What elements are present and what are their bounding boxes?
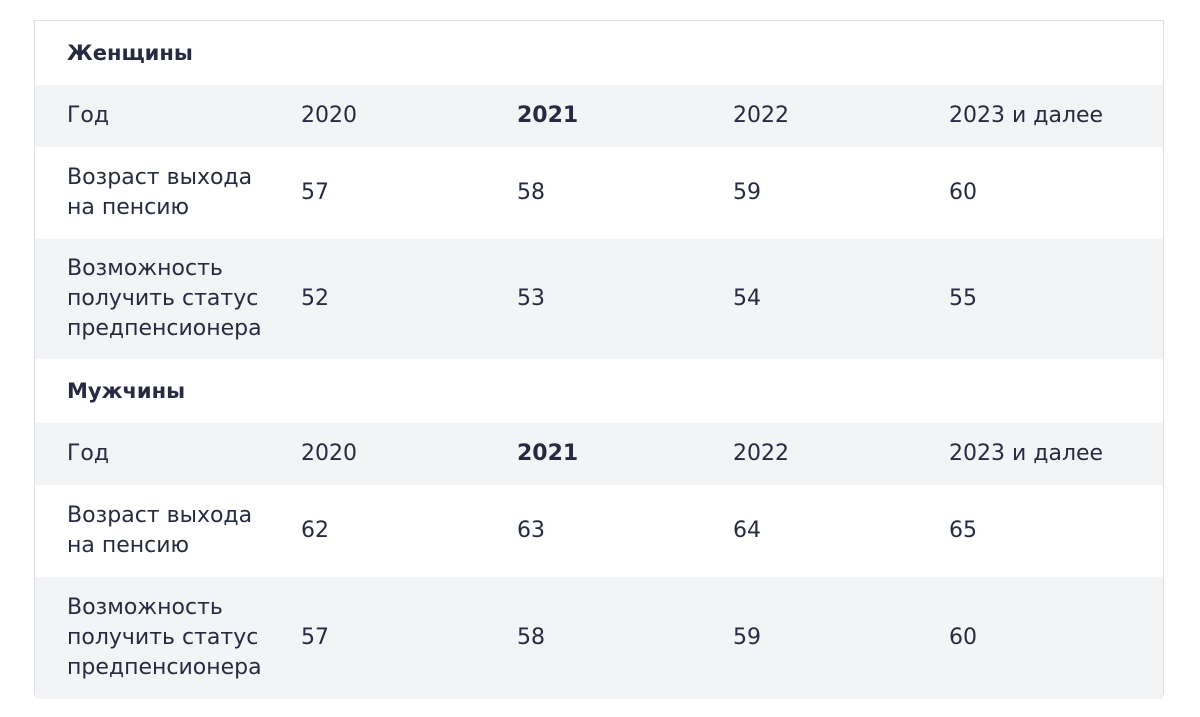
row-label-year: Год [67,441,110,466]
value-cell: 58 [517,625,545,650]
year-cell: 2023 и далее [949,441,1104,466]
value-cell: 65 [949,518,977,543]
value-cell: 55 [949,286,977,311]
value-cell: 60 [949,180,977,205]
table-row-pre-pension-men: Возможность получить статус предпенсионе… [35,577,1163,699]
row-label-line: Возможность [67,256,223,281]
table-row-retirement-age-women: Возраст выхода на пенсию 57 58 59 60 [35,147,1163,239]
value-cell: 59 [733,625,761,650]
row-label-pre-pension: Возможность получить статус предпенсионе… [35,593,301,683]
value-cell: 59 [733,180,761,205]
value-cell: 52 [301,286,329,311]
row-label-line: получить статус [67,625,259,650]
row-label-retirement-age: Возраст выхода на пенсию [35,163,301,223]
year-cell: 2022 [733,441,789,466]
value-cell: 58 [517,180,545,205]
year-cell: 2020 [301,441,357,466]
row-label-retirement-age: Возраст выхода на пенсию [35,501,301,561]
row-label-line: предпенсионера [67,316,262,341]
row-label-line: Возраст выхода [67,503,253,528]
value-cell: 57 [301,625,329,650]
value-cell: 63 [517,518,545,543]
value-cell: 57 [301,180,329,205]
row-label-line: на пенсию [67,533,190,558]
section-title-women: Женщины [35,21,1163,85]
year-cell: 2020 [301,103,357,128]
table-row-pre-pension-women: Возможность получить статус предпенсионе… [35,239,1163,359]
year-cell: 2022 [733,103,789,128]
year-cell-current: 2021 [517,441,579,466]
row-label-line: на пенсию [67,195,190,220]
table-row-year-men: Год 2020 2021 2022 2023 и далее [35,423,1163,485]
table-row-year-women: Год 2020 2021 2022 2023 и далее [35,85,1163,147]
year-cell-current: 2021 [517,103,579,128]
value-cell: 53 [517,286,545,311]
value-cell: 62 [301,518,329,543]
section-title-men: Мужчины [35,359,1163,423]
value-cell: 54 [733,286,761,311]
row-label-line: получить статус [67,286,259,311]
value-cell: 60 [949,625,977,650]
row-label-line: Возможность [67,595,223,620]
row-label-pre-pension: Возможность получить статус предпенсионе… [35,254,301,344]
row-label-line: предпенсионера [67,655,262,680]
year-cell: 2023 и далее [949,103,1104,128]
row-label-line: Возраст выхода [67,165,253,190]
row-label-year: Год [67,103,110,128]
retirement-age-table: Женщины Год 2020 2021 2022 2023 и далее … [34,20,1164,699]
table-row-retirement-age-men: Возраст выхода на пенсию 62 63 64 65 [35,485,1163,577]
value-cell: 64 [733,518,761,543]
